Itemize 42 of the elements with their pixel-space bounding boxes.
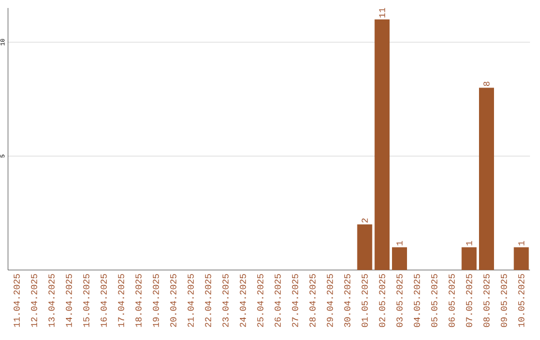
x-tick-label: 21.04.2025 <box>188 274 194 327</box>
x-tick-label: 14.04.2025 <box>66 274 72 327</box>
x-tick-label: 06.05.2025 <box>448 274 455 327</box>
bar <box>462 247 477 270</box>
x-tick-label: 12.04.2025 <box>31 274 38 327</box>
x-tick-label: 11.04.2025 <box>14 274 20 327</box>
x-tick-label: 18.04.2025 <box>135 274 142 327</box>
x-tick-label: 24.04.2025 <box>240 274 246 327</box>
x-tick-label: 17.04.2025 <box>118 274 124 327</box>
x-tick-label: 19.04.2025 <box>152 274 159 327</box>
x-tick-label: 20.04.2025 <box>170 274 176 327</box>
x-tick-label: 15.04.2025 <box>83 274 90 327</box>
x-tick-label: 01.05.2025 <box>362 274 368 327</box>
x-tick-label: 22.04.2025 <box>205 274 212 327</box>
x-tick-label: 26.04.2025 <box>274 274 281 327</box>
x-tick-label: 05.05.2025 <box>431 274 438 327</box>
x-tick-label: 10.05.2025 <box>518 274 524 327</box>
data-label: 8 <box>483 82 490 86</box>
x-tick-label: 30.04.2025 <box>344 274 350 327</box>
bar <box>392 247 407 270</box>
data-label: 11 <box>379 8 386 18</box>
x-tick-label: 04.05.2025 <box>414 274 420 327</box>
data-label: 1 <box>396 241 402 246</box>
data-label: 1 <box>518 241 524 246</box>
x-tick-label: 03.05.2025 <box>396 274 403 327</box>
x-tick-label: 02.05.2025 <box>379 274 386 327</box>
x-tick-label: 28.04.2025 <box>309 274 316 327</box>
x-tick-label: 07.05.2025 <box>466 274 472 327</box>
x-tick-label: 25.04.2025 <box>257 274 264 327</box>
x-tick-label: 27.04.2025 <box>292 274 298 327</box>
x-tick-label: 23.04.2025 <box>222 274 229 327</box>
data-label: 2 <box>362 218 368 223</box>
x-tick-label: 16.04.2025 <box>100 274 107 327</box>
bar <box>357 224 372 270</box>
x-tick-label: 29.04.2025 <box>326 274 333 327</box>
bar <box>374 19 390 270</box>
x-tick-label: 09.05.2025 <box>500 274 507 327</box>
x-tick-label: 13.04.2025 <box>48 274 55 327</box>
bar <box>514 247 529 270</box>
data-label: 1 <box>466 241 472 246</box>
x-tick-label: 08.05.2025 <box>483 274 490 327</box>
bar <box>479 88 494 270</box>
